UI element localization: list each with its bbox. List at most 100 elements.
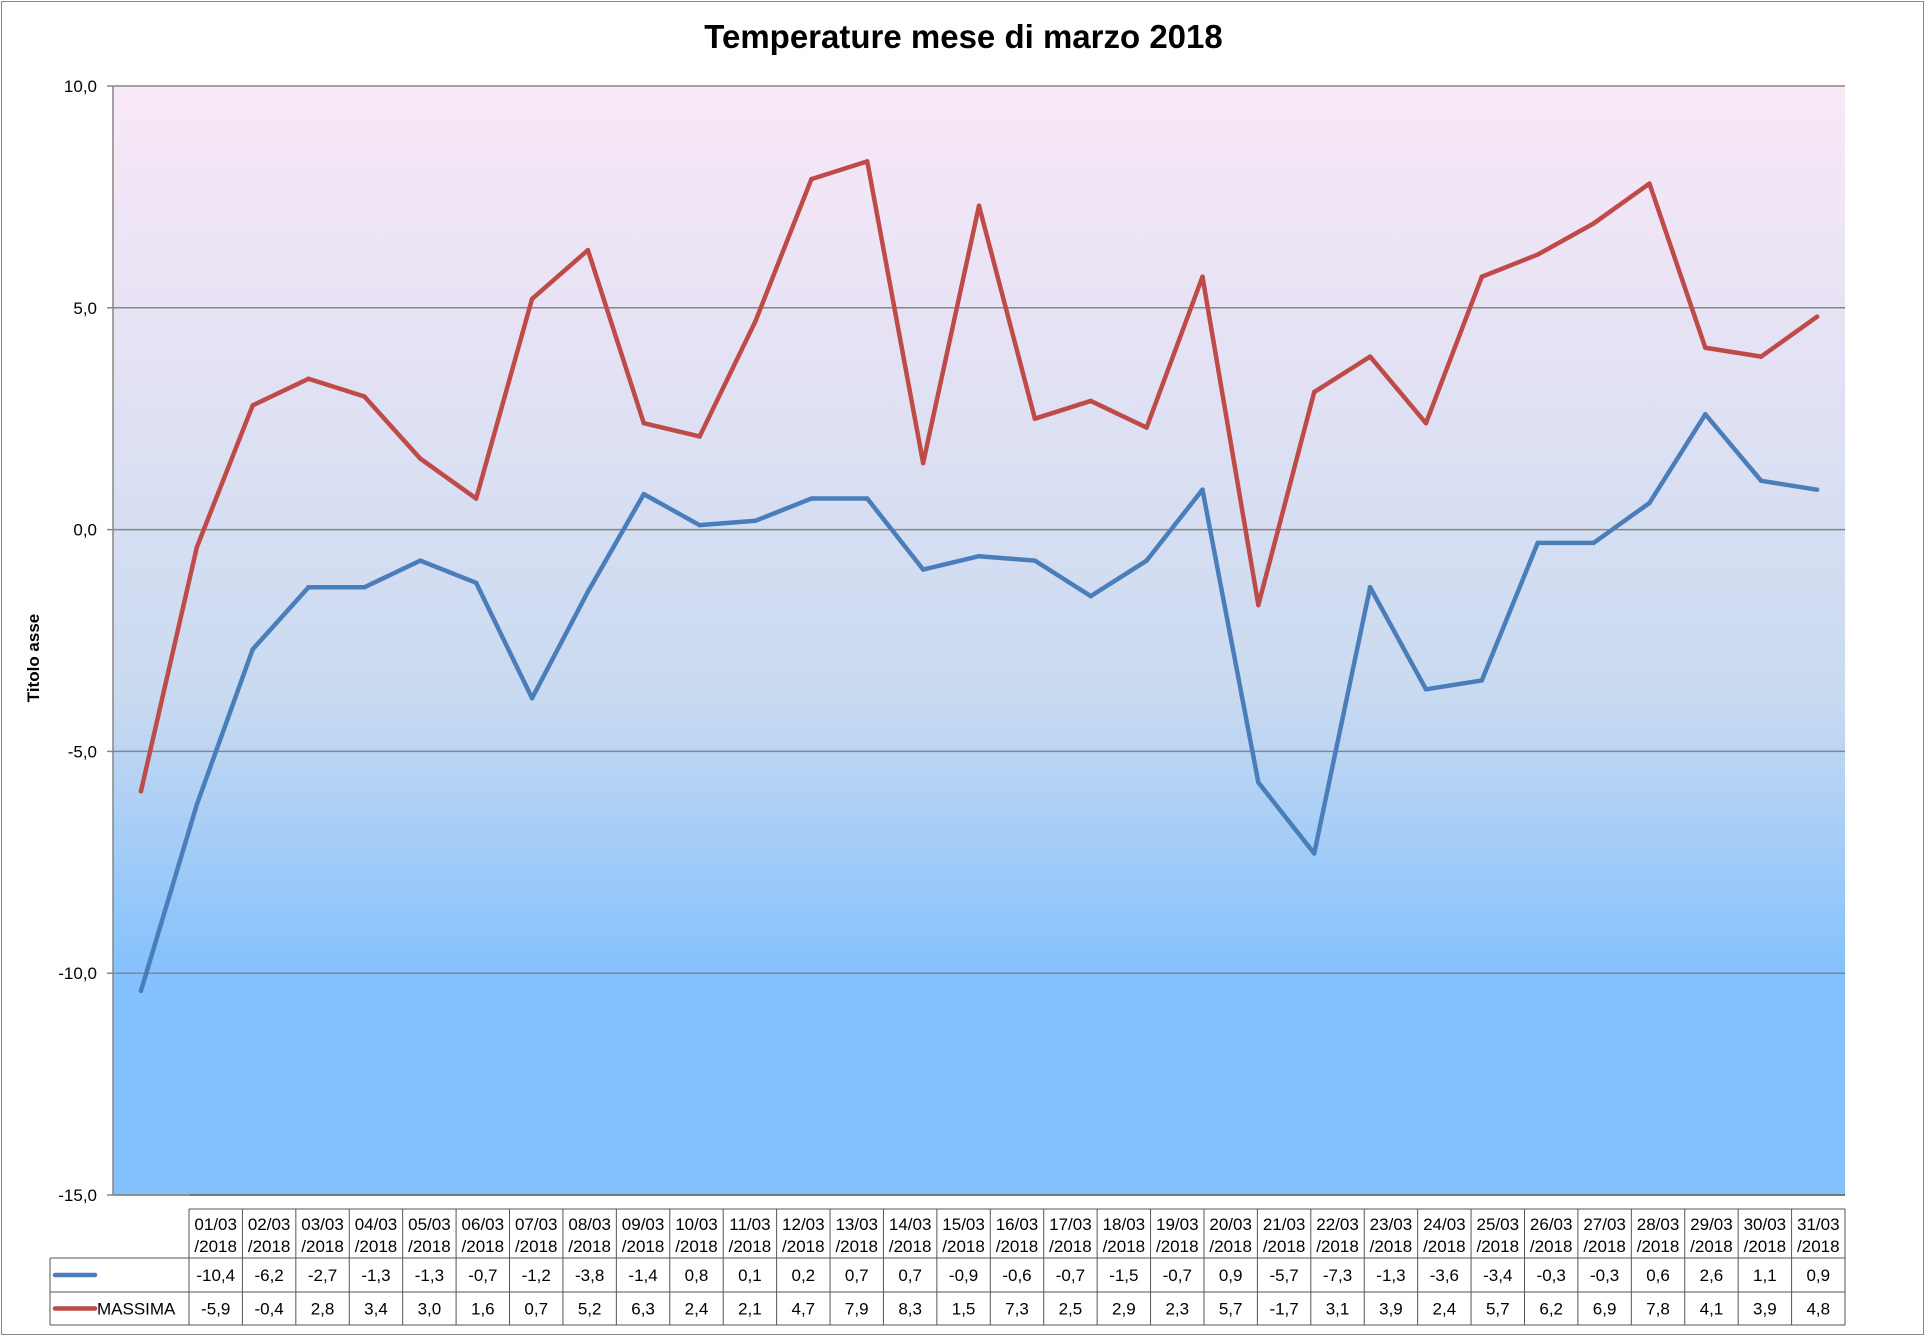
x-category-label: 13/03 [835,1215,878,1234]
series-1-segment [697,518,758,528]
data-label: 7,8 [1646,1300,1670,1319]
series-2-point [1591,221,1596,226]
data-label: 3,4 [364,1300,388,1319]
series-1-segment [1647,412,1708,506]
series-1-point [473,580,479,586]
series-1-segment [138,802,200,994]
series-2-point [1814,314,1820,319]
x-category-label: /2018 [568,1237,611,1256]
data-label: 3,1 [1326,1300,1350,1319]
data-label: 1,1 [1753,1266,1777,1285]
series-1-point [1591,540,1596,546]
series-2-point [529,296,535,302]
series-2-point [809,176,814,182]
series-1-point [1479,678,1485,683]
series-2-segment [1758,314,1820,359]
data-label: 2,9 [1112,1300,1136,1319]
series-2-segment [1144,274,1205,430]
data-label: 4,7 [792,1300,816,1319]
series-2-segment [418,456,479,501]
x-category-label: /2018 [1156,1237,1199,1256]
series-1-point [1814,487,1820,492]
x-category-label: 20/03 [1209,1215,1252,1234]
x-category-label: /2018 [889,1237,932,1256]
x-category-label: /2018 [1103,1237,1146,1256]
x-category-label: 22/03 [1316,1215,1359,1234]
series-2-segment [976,203,1038,421]
y-tick-label: 0,0 [73,521,97,540]
series-1-segment [920,553,982,572]
series-1-point [697,522,702,528]
series-1-point [1647,500,1652,506]
data-label: 7,9 [845,1300,869,1319]
data-label: -0,7 [1163,1266,1192,1285]
series-2-segment [1479,252,1540,279]
legend-label: MASSIMA [97,1300,176,1319]
x-category-label: /2018 [301,1237,344,1256]
series-2-segment [753,176,814,324]
series-2-point [753,318,758,324]
series-2-segment [1535,221,1596,257]
x-category-label: /2018 [622,1237,665,1256]
data-label: -0,9 [949,1266,978,1285]
data-label: 0,9 [1219,1266,1243,1285]
x-category-label: 26/03 [1530,1215,1573,1234]
series-1-segment [976,553,1038,563]
x-category-label: /2018 [1209,1237,1252,1256]
data-label: 2,6 [1700,1266,1724,1285]
data-label: -3,4 [1483,1266,1512,1285]
x-category-label: 16/03 [996,1215,1039,1234]
data-label: 0,7 [524,1300,548,1319]
x-category-label: /2018 [355,1237,398,1256]
x-category-label: 19/03 [1156,1215,1199,1234]
series-1-point [418,558,423,563]
x-category-label: 15/03 [942,1215,985,1234]
series-2-point [1703,345,1708,350]
series-2-point [194,545,200,550]
series-1-segment [1367,585,1429,692]
x-category-label: /2018 [1370,1237,1413,1256]
data-label: 5,7 [1486,1300,1510,1319]
series-2-point [1032,416,1038,421]
data-label: 7,3 [1005,1300,1029,1319]
series-2 [138,159,1820,794]
series-2-point [1758,354,1764,359]
data-label: -6,2 [254,1266,283,1285]
data-label: -0,7 [1056,1266,1085,1285]
x-category-label: /2018 [1477,1237,1520,1256]
series-1-point [529,695,535,701]
data-label: 0,7 [845,1266,869,1285]
series-2-point [585,247,591,253]
data-label: 6,9 [1593,1300,1617,1319]
x-category-label: /2018 [408,1237,451,1256]
series-2-segment [194,403,255,550]
data-label: -3,6 [1430,1266,1459,1285]
data-label: 3,9 [1753,1300,1777,1319]
x-category-label: 06/03 [462,1215,505,1234]
series-2-segment [1032,398,1093,421]
x-category-label: 07/03 [515,1215,558,1234]
series-2-segment [1423,274,1485,426]
series-2-segment [138,545,200,794]
series-1-point [585,589,591,594]
x-category-label: 27/03 [1583,1215,1626,1234]
series-1-point [976,554,982,559]
series-1 [138,412,1820,994]
series-1-segment [641,491,702,528]
series-2-point [1423,420,1429,426]
x-category-label: 30/03 [1744,1215,1787,1234]
series-1-segment [1032,558,1093,599]
data-label: -1,5 [1109,1266,1138,1285]
y-tick-label: -5,0 [68,742,97,761]
y-tick-label: -10,0 [58,964,97,983]
series-1-point [138,988,144,994]
x-category-label: /2018 [1583,1237,1626,1256]
series-1-point [1312,851,1317,856]
data-label: -0,4 [254,1300,283,1319]
data-label: 2,4 [685,1300,709,1319]
series-2-point [1144,425,1149,430]
series-1-point [1535,540,1540,546]
y-axis-ticks: 10,0 5,0 0,0 -5,0 -10,0 -15,0 [58,77,97,1205]
x-category-label: 04/03 [355,1215,398,1234]
